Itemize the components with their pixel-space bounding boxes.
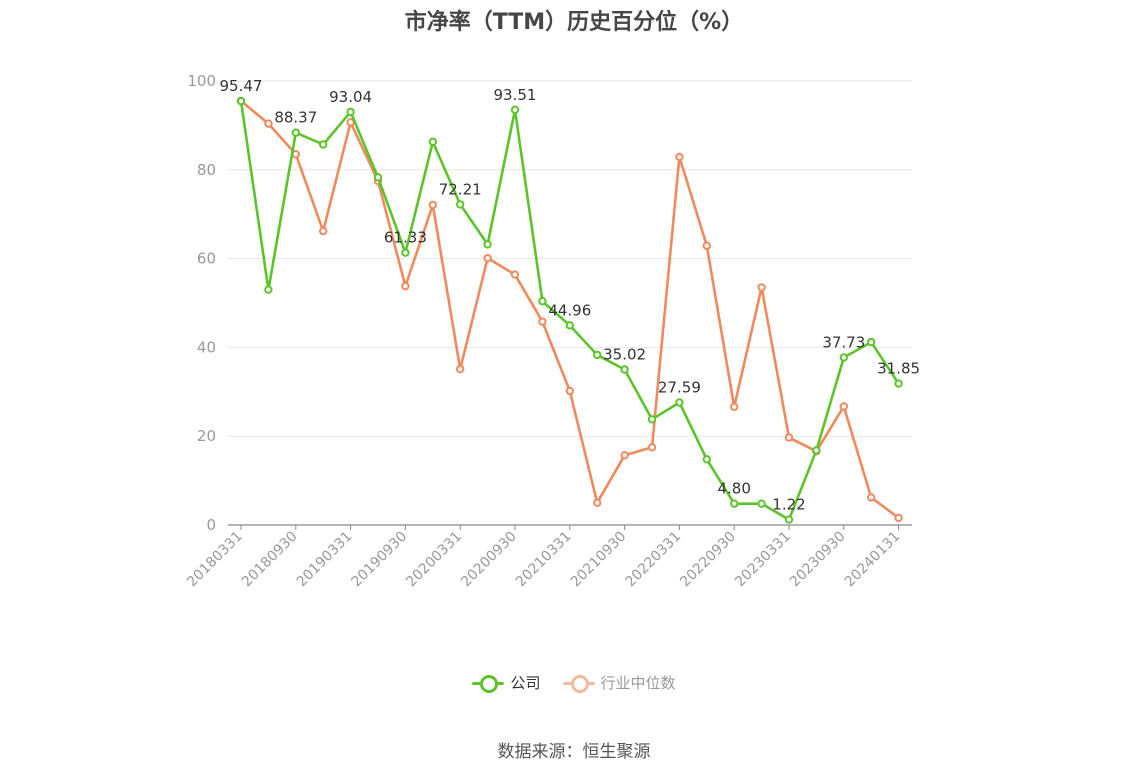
industry-data-point — [702, 241, 711, 250]
industry-data-point — [757, 283, 766, 292]
company-data-point — [346, 107, 355, 117]
company-data-point — [264, 285, 273, 294]
legend-industry-label: 行业中位数 — [600, 674, 676, 692]
company-data-label: 72.21 — [439, 180, 482, 198]
industry-data-point — [839, 402, 848, 411]
industry-data-point — [456, 364, 465, 374]
company-data-label: 44.96 — [548, 301, 591, 319]
company-data-point — [675, 398, 684, 407]
industry-data-point — [593, 498, 602, 507]
y-tick-label: 60 — [197, 250, 216, 268]
industry-data-point — [401, 281, 410, 291]
x-tick-label: 20220331 — [623, 529, 685, 591]
company-data-point — [401, 248, 410, 257]
company-data-point — [620, 365, 629, 374]
x-tick-label: 20190930 — [349, 529, 411, 591]
industry-data-point — [730, 402, 739, 412]
industry-data-point — [510, 270, 520, 279]
x-tick-label: 20200331 — [403, 529, 465, 591]
legend-company-label: 公司 — [510, 674, 541, 692]
legend-industry-marker-icon — [562, 674, 595, 693]
y-tick-label: 80 — [197, 161, 216, 179]
industry-data-point — [538, 317, 547, 326]
chart-title: 市净率（TTM）历史百分位（%） — [404, 10, 744, 35]
company-data-label: 35.02 — [603, 346, 646, 364]
company-data-label: 31.85 — [877, 360, 920, 378]
industry-data-point — [565, 386, 574, 396]
company-data-point — [784, 515, 794, 524]
industry-data-point — [428, 200, 437, 210]
company-data-point — [428, 137, 437, 147]
company-data-point — [538, 297, 547, 306]
company-data-label: 37.73 — [822, 333, 865, 351]
industry-data-point — [784, 433, 794, 442]
industry-data-point — [319, 226, 328, 236]
company-data-label: 93.04 — [329, 88, 372, 106]
legend-item-company[interactable]: 公司 — [472, 672, 541, 693]
x-tick-label: 20210930 — [568, 529, 630, 591]
industry-data-point — [483, 253, 492, 263]
y-tick-label: 100 — [187, 72, 216, 90]
x-tick-label: 20200930 — [458, 529, 520, 591]
company-data-point — [757, 499, 766, 508]
x-tick-label: 20180331 — [184, 529, 246, 591]
legend-item-industry[interactable]: 行业中位数 — [562, 672, 676, 693]
data-source-label: 数据来源：恒生聚源 — [497, 742, 651, 762]
company-data-point — [812, 446, 821, 455]
industry-data-point — [894, 513, 903, 523]
company-data-label: 88.37 — [274, 109, 317, 127]
industry-data-point — [264, 119, 273, 128]
x-tick-label: 20220930 — [677, 529, 739, 591]
company-data-point — [867, 337, 876, 347]
industry-data-point — [647, 443, 657, 452]
company-data-label: 61.33 — [384, 229, 427, 247]
company-data-point — [291, 128, 300, 137]
industry-data-point — [620, 451, 629, 460]
company-data-point — [839, 353, 848, 362]
company-data-label: 93.51 — [494, 86, 537, 104]
company-data-point — [647, 415, 657, 424]
company-data-point — [483, 240, 492, 249]
legend: 公司 行业中位数 — [0, 672, 1148, 693]
y-tick-label: 40 — [197, 338, 216, 356]
x-tick-label: 20190331 — [294, 529, 356, 591]
company-data-point — [730, 499, 739, 508]
company-data-point — [510, 105, 520, 115]
x-tick-label: 20230331 — [732, 529, 794, 591]
company-data-label: 27.59 — [658, 379, 701, 397]
company-data-point — [373, 173, 383, 182]
company-data-point — [565, 321, 574, 330]
y-tick-label: 0 — [206, 516, 216, 534]
x-tick-label: 20180930 — [239, 529, 301, 591]
industry-data-point — [867, 493, 876, 502]
x-tick-label: 20210331 — [513, 529, 575, 591]
x-tick-label: 20240131 — [842, 529, 904, 591]
y-tick-label: 20 — [197, 427, 216, 445]
company-data-label: 95.47 — [220, 77, 263, 95]
company-data-point — [593, 350, 602, 360]
company-data-label: 1.22 — [772, 496, 805, 514]
company-data-point — [319, 140, 328, 149]
industry-data-point — [675, 152, 684, 162]
legend-company-marker-icon — [472, 674, 505, 693]
company-data-point — [236, 96, 246, 106]
x-tick-label: 20230930 — [787, 529, 849, 591]
company-data-point — [456, 200, 465, 209]
company-data-point — [702, 455, 711, 464]
company-data-label: 4.80 — [717, 480, 750, 498]
company-data-point — [894, 379, 903, 388]
